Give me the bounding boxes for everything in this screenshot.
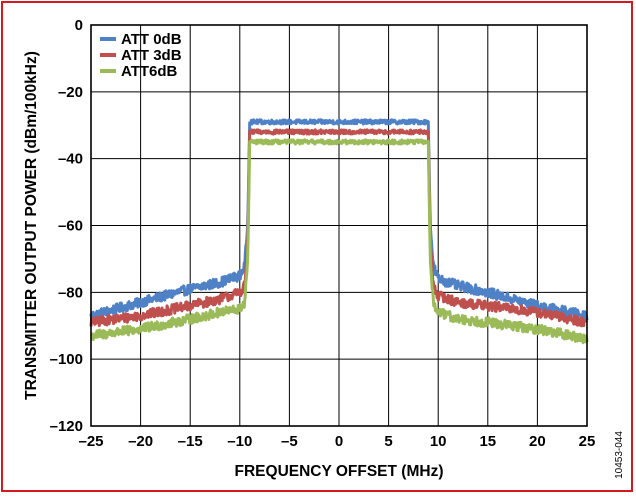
legend-label: ATT6dB <box>121 63 178 80</box>
x-tick-label: 0 <box>335 433 343 450</box>
y-tick-labels: 0 –20 –40 –60 –80 –100 –120 <box>50 17 83 435</box>
y-tick-label: –40 <box>58 151 83 168</box>
y-tick-label: 0 <box>75 17 83 34</box>
x-tick-label: –5 <box>281 433 298 450</box>
series-line <box>89 128 588 328</box>
y-tick-label: –20 <box>58 84 83 101</box>
x-tick-label: 20 <box>529 433 546 450</box>
series-line <box>90 138 589 345</box>
x-tick-label: 10 <box>430 433 447 450</box>
y-tick-label: –60 <box>58 218 83 235</box>
x-tick-label: 15 <box>479 433 496 450</box>
legend-label: ATT 3dB <box>121 47 182 64</box>
series-group <box>89 118 589 345</box>
x-tick-label: –10 <box>227 433 252 450</box>
x-tick-label: –15 <box>178 433 203 450</box>
x-tick-label: –25 <box>78 433 103 450</box>
x-tick-label: 5 <box>384 433 392 450</box>
figure-frame <box>1 1 633 492</box>
x-tick-labels: –25 –20 –15 –10 –5 0 5 10 15 20 25 <box>78 433 595 450</box>
y-tick-label: –120 <box>50 418 83 435</box>
series-line <box>89 118 589 322</box>
legend-label: ATT 0dB <box>121 31 182 48</box>
figure-id: 10453-044 <box>614 431 625 479</box>
x-tick-label: –20 <box>128 433 153 450</box>
plot-area-border <box>90 24 588 427</box>
y-tick-label: –80 <box>58 284 83 301</box>
y-axis-title: TRANSMITTER OUTPUT POWER (dBm/100kHz) <box>23 51 40 400</box>
x-tick-label: 25 <box>579 433 596 450</box>
y-tick-label: –100 <box>50 351 83 368</box>
x-axis-title: FREQUENCY OFFSET (MHz) <box>235 463 444 480</box>
